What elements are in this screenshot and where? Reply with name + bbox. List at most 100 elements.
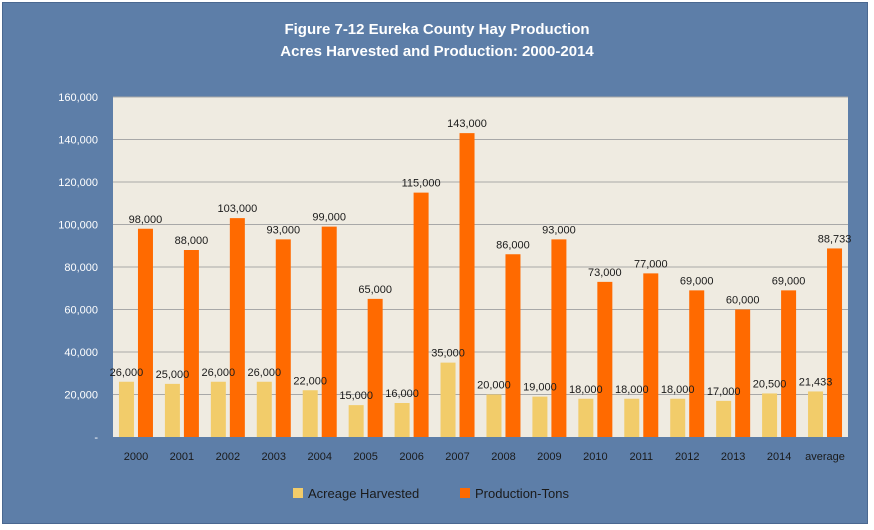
bar-production xyxy=(275,239,291,437)
data-label-production: 69,000 xyxy=(772,275,806,287)
bar-production xyxy=(597,281,613,437)
y-tick-label: 40,000 xyxy=(64,347,98,359)
bar-production xyxy=(321,226,337,437)
bar-acreage xyxy=(394,403,410,437)
y-tick-label: 60,000 xyxy=(64,305,98,317)
data-label-acreage: 22,000 xyxy=(293,375,327,387)
data-label-production: 93,000 xyxy=(266,224,300,236)
data-label-acreage: 26,000 xyxy=(247,367,281,379)
x-tick-label: 2003 xyxy=(262,451,286,463)
bar-acreage xyxy=(348,405,364,437)
legend: Acreage Harvested Production-Tons xyxy=(293,486,569,501)
x-tick-label: 2011 xyxy=(629,451,653,463)
x-tick-label: 2004 xyxy=(307,451,331,463)
x-tick-label: 2001 xyxy=(170,451,194,463)
data-label-production: 65,000 xyxy=(358,284,392,296)
data-label-production: 103,000 xyxy=(217,203,257,215)
y-tick-label: 100,000 xyxy=(58,220,98,232)
legend-label: Acreage Harvested xyxy=(308,486,419,501)
bar-acreage xyxy=(716,400,732,437)
bar-acreage xyxy=(532,396,548,437)
data-label-production: 98,000 xyxy=(129,214,163,226)
data-label-production: 99,000 xyxy=(312,212,346,224)
x-axis: 2000 2001 2002 2003 2004 2005 2006 2007 2008 2009… xyxy=(124,451,845,463)
data-label-production: 77,000 xyxy=(634,258,668,270)
bar-production xyxy=(643,273,659,437)
data-label-production: 115,000 xyxy=(402,178,441,190)
x-tick-label: 2002 xyxy=(216,451,240,463)
data-label-production: 86,000 xyxy=(496,239,530,251)
data-label-acreage: 18,000 xyxy=(569,384,603,396)
x-tick-label: 2006 xyxy=(399,451,423,463)
data-label-acreage: 20,500 xyxy=(753,378,787,390)
data-label-production: 93,000 xyxy=(542,224,576,236)
data-label-production: 69,000 xyxy=(680,275,714,287)
bar-acreage xyxy=(578,398,594,437)
data-label-acreage: 26,000 xyxy=(110,367,144,379)
data-label-acreage: 20,000 xyxy=(477,380,511,392)
data-label-production: 143,000 xyxy=(447,118,487,130)
chart-subtitle: Acres Harvested and Production: 2000-201… xyxy=(280,43,594,60)
bar-acreage xyxy=(670,398,686,437)
bar-production xyxy=(229,218,245,437)
bar-production xyxy=(183,250,199,437)
bar-acreage xyxy=(762,393,778,437)
y-tick-label: 160,000 xyxy=(58,92,98,104)
bar-production xyxy=(413,192,429,437)
bar-production xyxy=(505,254,521,437)
x-tick-label: 2007 xyxy=(445,451,469,463)
y-tick-label: - xyxy=(94,432,98,444)
bar-acreage xyxy=(486,394,502,437)
data-label-acreage: 35,000 xyxy=(431,348,465,360)
data-label-acreage: 18,000 xyxy=(615,384,649,396)
data-label-acreage: 15,000 xyxy=(339,390,373,402)
y-tick-label: 80,000 xyxy=(64,262,98,274)
bar-acreage xyxy=(302,390,318,437)
x-tick-label: 2014 xyxy=(767,451,791,463)
y-tick-label: 20,000 xyxy=(64,390,98,402)
data-label-acreage: 25,000 xyxy=(156,369,190,381)
x-tick-label: 2005 xyxy=(353,451,377,463)
bar-acreage xyxy=(440,362,456,437)
data-label-acreage: 26,000 xyxy=(202,367,236,379)
bar-production xyxy=(459,133,475,437)
data-labels: 26,000 98,000 25,000 88,000 26,000 103,000 26,… xyxy=(110,118,852,402)
x-tick-label: 2009 xyxy=(537,451,561,463)
y-axis: - 20,000 40,000 60,000 80,000 100,000 120,000 1… xyxy=(58,92,98,444)
data-label-production: 88,000 xyxy=(175,235,209,247)
bar-acreage xyxy=(118,381,134,437)
y-tick-label: 140,000 xyxy=(58,135,98,147)
bar-production xyxy=(781,290,797,437)
data-label-acreage: 18,000 xyxy=(661,384,695,396)
bar-acreage xyxy=(210,381,226,437)
legend-label: Production-Tons xyxy=(475,486,569,501)
data-label-acreage: 16,000 xyxy=(385,388,419,400)
legend-swatch xyxy=(293,488,303,498)
data-label-acreage: 19,000 xyxy=(523,382,557,394)
x-tick-label: 2010 xyxy=(583,451,607,463)
bars xyxy=(118,133,843,437)
legend-swatch xyxy=(460,488,470,498)
x-tick-label: 2008 xyxy=(491,451,515,463)
data-label-acreage: 21,433 xyxy=(799,376,833,388)
x-tick-label: 2012 xyxy=(675,451,699,463)
data-label-acreage: 17,000 xyxy=(707,386,741,398)
data-label-production: 88,733 xyxy=(818,233,852,245)
data-label-production: 73,000 xyxy=(588,267,622,279)
x-tick-label: 2013 xyxy=(721,451,745,463)
y-tick-label: 120,000 xyxy=(58,177,98,189)
bar-production xyxy=(367,298,383,437)
bar-acreage xyxy=(164,383,180,437)
x-tick-label: 2000 xyxy=(124,451,148,463)
bar-acreage xyxy=(256,381,272,437)
bar-production xyxy=(689,290,705,437)
bar-production xyxy=(551,239,567,437)
data-label-production: 60,000 xyxy=(726,295,760,307)
bar-acreage xyxy=(624,398,640,437)
bar-production xyxy=(137,228,153,437)
bar-production xyxy=(735,309,751,437)
bar-production xyxy=(827,248,843,437)
chart-title: Figure 7-12 Eureka County Hay Production xyxy=(284,21,590,38)
bar-acreage xyxy=(808,391,824,437)
